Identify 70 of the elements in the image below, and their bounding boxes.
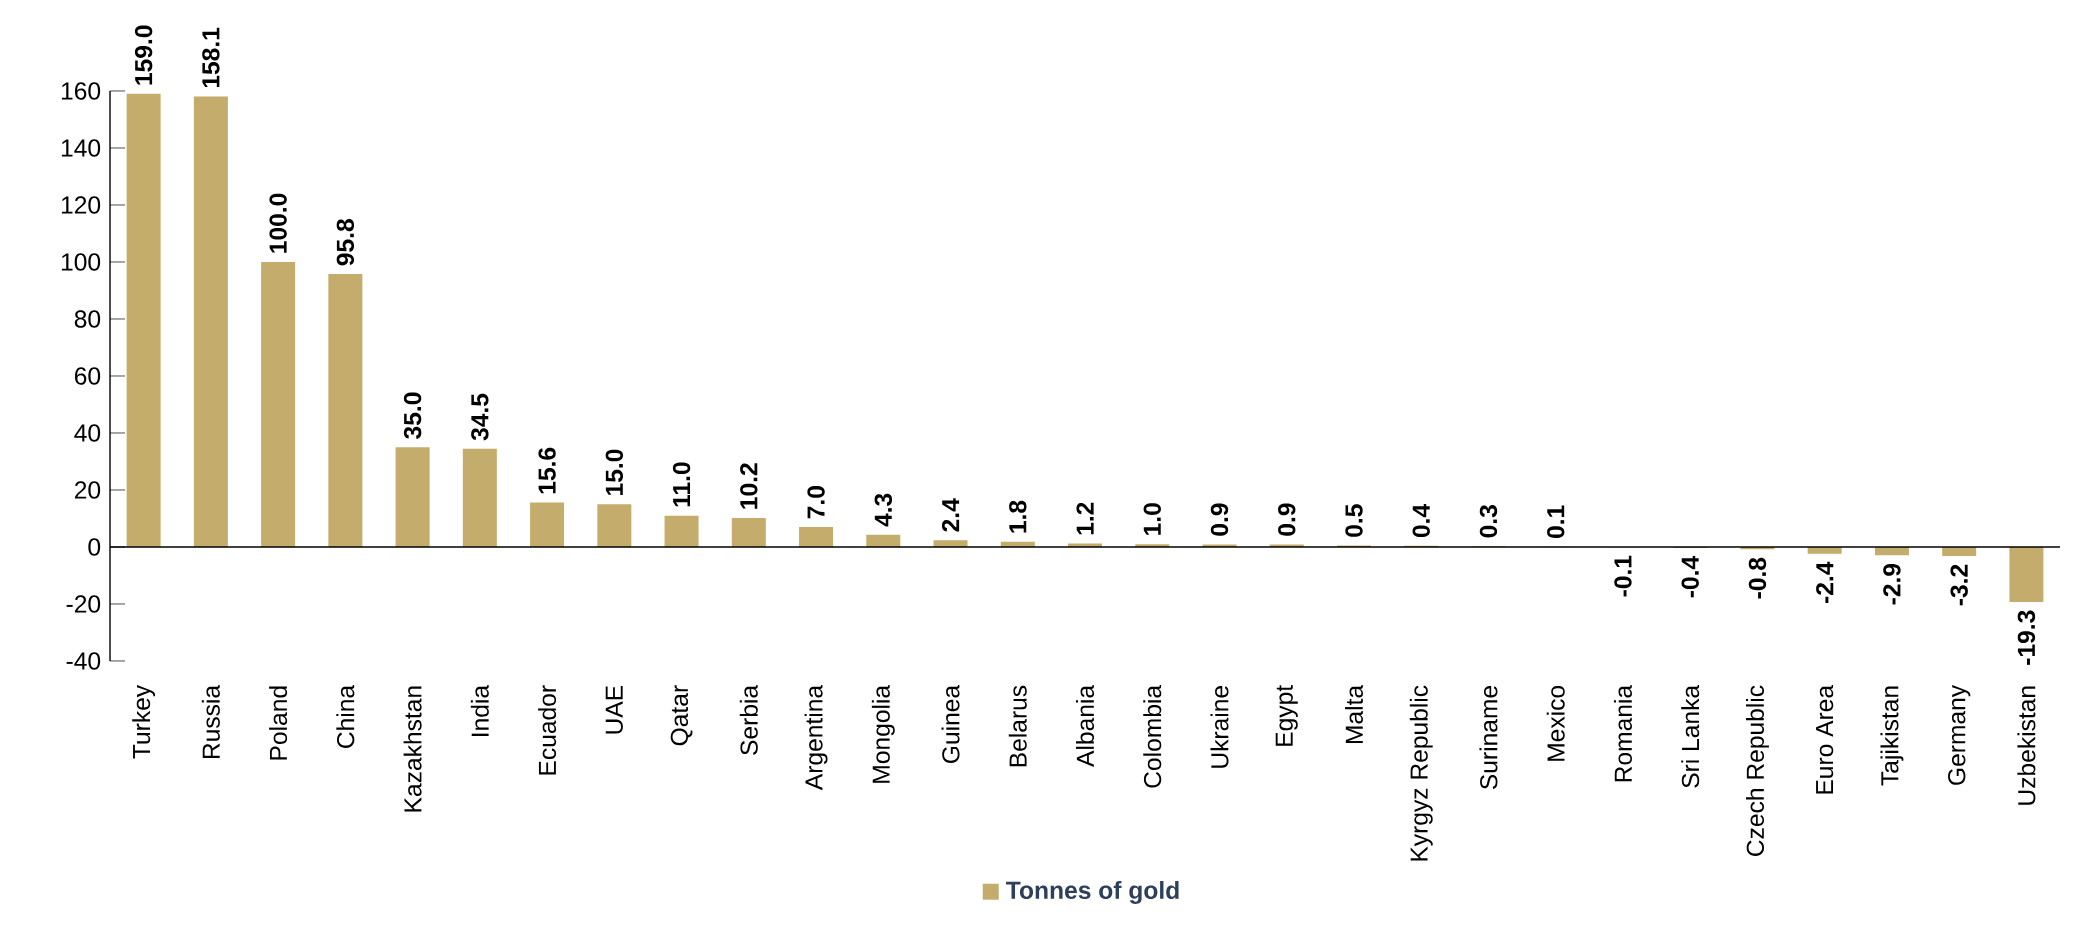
data-label: 15.0	[605, 449, 624, 495]
data-label: 10.2	[740, 463, 758, 509]
x-tick-label: Romania	[1613, 684, 1632, 782]
x-tick-label: Mongolia	[871, 684, 895, 783]
y-tick-label: 20	[74, 481, 101, 499]
data-label: 0.1	[1547, 505, 1565, 538]
data-label: 100.0	[269, 193, 287, 253]
data-label: 0.3	[1479, 505, 1498, 538]
x-tick-label: Egypt	[1275, 685, 1298, 746]
y-tick-label: -40	[66, 652, 101, 670]
data-label: -3.2	[1950, 564, 1968, 606]
x-tick-label: Kazakhstan	[403, 686, 422, 812]
y-tick-label: 160	[61, 82, 101, 100]
x-tick-label: Uzbekistan	[2017, 686, 2036, 805]
x-tick-label: Guinea	[941, 684, 960, 763]
x-tick-label: China	[336, 684, 355, 748]
data-label: -2.9	[1883, 563, 1901, 605]
x-tick-label: Russia	[201, 684, 220, 759]
y-tick-label: 120	[61, 196, 101, 214]
x-tick-label: Colombia	[1143, 684, 1162, 788]
data-label: 159.0	[134, 25, 153, 85]
data-label: 95.8	[336, 219, 355, 266]
y-tick-label: 140	[61, 139, 101, 157]
legend-label: Tonnes of gold	[1006, 880, 1179, 905]
data-label: -0.1	[1614, 555, 1632, 597]
x-tick-label: Mexico	[1546, 685, 1565, 761]
x-tick-label: Poland	[269, 686, 288, 760]
data-label: 0.9	[1210, 503, 1229, 536]
x-tick-label: Serbia	[739, 684, 758, 755]
data-label: 1.2	[1076, 502, 1094, 535]
x-tick-label: Ukraine	[1210, 686, 1229, 768]
data-label: 0.4	[1412, 504, 1430, 538]
y-tick-label: 100	[61, 253, 101, 271]
x-tick-label: Malta	[1344, 684, 1363, 744]
data-label: 7.0	[807, 486, 825, 519]
x-tick-label: Qatar	[670, 685, 693, 746]
data-label: 4.3	[874, 493, 893, 527]
data-label: 1.8	[1009, 500, 1027, 533]
data-label: 2.4	[941, 498, 960, 532]
x-tick-label: Turkey	[132, 684, 156, 759]
x-tick-label: UAE	[605, 685, 623, 734]
x-tick-label: Kyrgyz Republic	[1409, 685, 1433, 861]
x-tick-label: Germany	[1948, 684, 1971, 785]
data-label: -2.4	[1816, 561, 1834, 604]
data-label: -0.8	[1748, 557, 1767, 599]
x-tick-label: Czech Republic	[1745, 685, 1769, 856]
data-label: 1.0	[1143, 503, 1161, 535]
x-tick-label: India	[470, 684, 489, 736]
x-tick-label: Argentina	[804, 684, 828, 791]
x-tick-label: Suriname	[1479, 686, 1498, 790]
data-label: 158.1	[202, 27, 220, 88]
data-label: 11.0	[672, 462, 691, 507]
data-label: -19.3	[2017, 610, 2036, 665]
data-label: 0.9	[1278, 503, 1296, 536]
data-label: 34.5	[471, 393, 489, 441]
x-tick-label: Tajikistan	[1880, 686, 1904, 786]
y-tick-label: -20	[66, 595, 101, 613]
x-tick-label: Belarus	[1008, 685, 1027, 767]
data-label: 15.6	[538, 447, 556, 494]
data-label: 0.5	[1345, 504, 1363, 537]
data-label: -0.4	[1681, 555, 1699, 598]
data-label: 35.0	[403, 392, 422, 439]
y-tick-label: 40	[74, 424, 101, 442]
x-tick-label: Euro Area	[1816, 684, 1834, 794]
y-tick-label: 60	[75, 367, 101, 385]
y-tick-label: 0	[88, 538, 101, 556]
y-tick-label: 80	[74, 310, 101, 328]
x-tick-label: Sri Lanka	[1681, 684, 1700, 788]
x-tick-label: Albania	[1076, 684, 1095, 767]
x-tick-label: Ecuador	[538, 685, 557, 775]
